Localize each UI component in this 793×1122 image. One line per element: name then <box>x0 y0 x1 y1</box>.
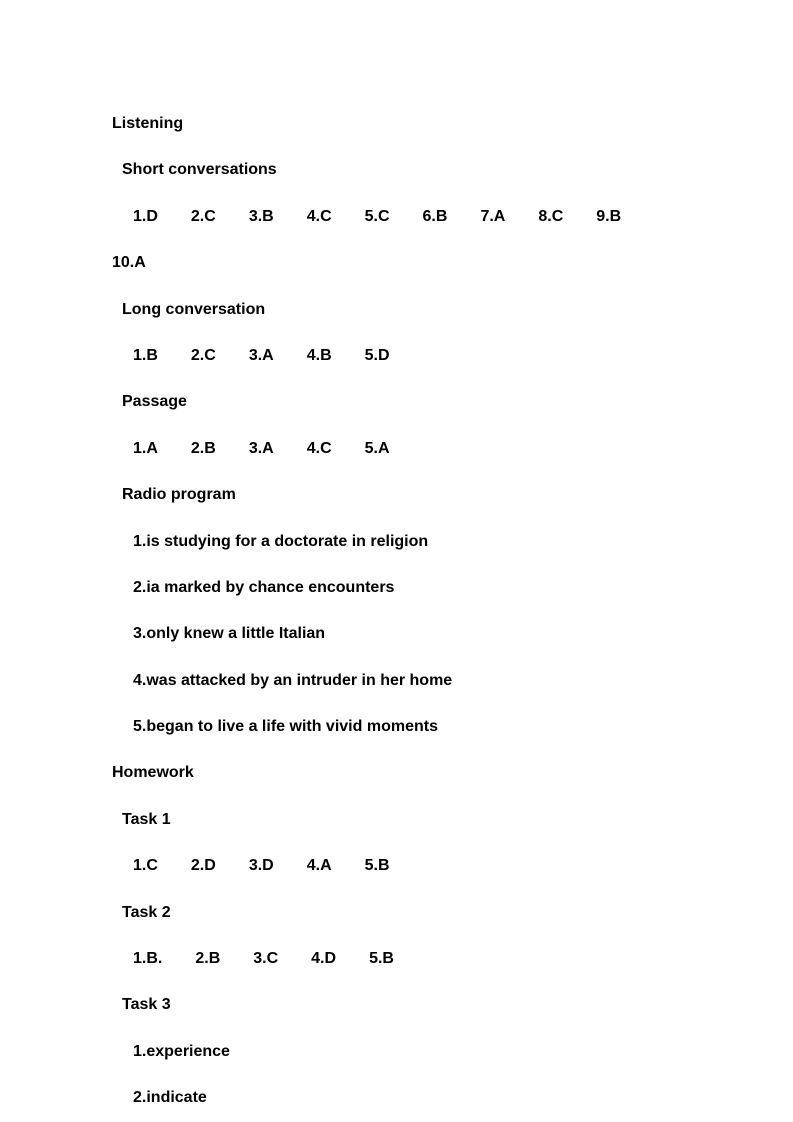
answer-item: 3.B <box>249 206 274 228</box>
answer-item: 5.A <box>365 438 390 460</box>
answer-item: 5.D <box>365 345 390 367</box>
answer-item: 8.C <box>538 206 563 228</box>
answer-item: 3.C <box>253 948 278 970</box>
answer-item: 6.B <box>423 206 448 228</box>
section-label-task3: Task 3 <box>122 994 693 1016</box>
answer-item: 2.B <box>191 438 216 460</box>
answer-item: 1.B. <box>133 948 162 970</box>
answer-row-short-conv-1: 1.D 2.C 3.B 4.C 5.C 6.B 7.A 8.C 9.B <box>133 206 693 228</box>
radio-item: 2.ia marked by chance encounters <box>133 577 693 599</box>
answer-item: 2.C <box>191 206 216 228</box>
answer-item: 2.D <box>191 855 216 877</box>
answer-item: 2.B <box>195 948 220 970</box>
answer-row-passage: 1.A 2.B 3.A 4.C 5.A <box>133 438 693 460</box>
answer-row-long-conv: 1.B 2.C 3.A 4.B 5.D <box>133 345 693 367</box>
answer-item: 9.B <box>596 206 621 228</box>
radio-item: 1.is studying for a doctorate in religio… <box>133 531 693 553</box>
radio-item: 3.only knew a little Italian <box>133 623 693 645</box>
answer-item: 1.C <box>133 855 158 877</box>
radio-item: 5.began to live a life with vivid moment… <box>133 716 693 738</box>
answer-item: 2.C <box>191 345 216 367</box>
answer-item: 4.C <box>307 438 332 460</box>
answer-item: 5.B <box>369 948 394 970</box>
answer-item: 1.B <box>133 345 158 367</box>
answer-row-task1: 1.C 2.D 3.D 4.A 5.B <box>133 855 693 877</box>
section-label-task2: Task 2 <box>122 902 693 924</box>
answer-item: 4.D <box>311 948 336 970</box>
radio-item: 4.was attacked by an intruder in her hom… <box>133 670 693 692</box>
answer-item: 3.A <box>249 438 274 460</box>
section-title-listening: Listening <box>112 113 693 135</box>
answer-row-short-conv-2: 10.A <box>112 252 693 274</box>
answer-item: 1.D <box>133 206 158 228</box>
answer-item: 4.A <box>307 855 332 877</box>
section-label-task1: Task 1 <box>122 809 693 831</box>
answer-row-task2: 1.B. 2.B 3.C 4.D 5.B <box>133 948 693 970</box>
answer-item: 3.D <box>249 855 274 877</box>
section-title-homework: Homework <box>112 762 693 784</box>
section-label-long-conv: Long conversation <box>122 299 693 321</box>
answer-item: 4.B <box>307 345 332 367</box>
answer-item: 4.C <box>307 206 332 228</box>
answer-item: 5.C <box>365 206 390 228</box>
answer-item: 3.A <box>249 345 274 367</box>
section-label-passage: Passage <box>122 391 693 413</box>
answer-item: 1.A <box>133 438 158 460</box>
section-label-short-conv: Short conversations <box>122 159 693 181</box>
section-label-radio: Radio program <box>122 484 693 506</box>
answer-item: 5.B <box>365 855 390 877</box>
task3-item: 2.indicate <box>133 1087 693 1109</box>
task3-item: 1.experience <box>133 1041 693 1063</box>
answer-item: 7.A <box>480 206 505 228</box>
